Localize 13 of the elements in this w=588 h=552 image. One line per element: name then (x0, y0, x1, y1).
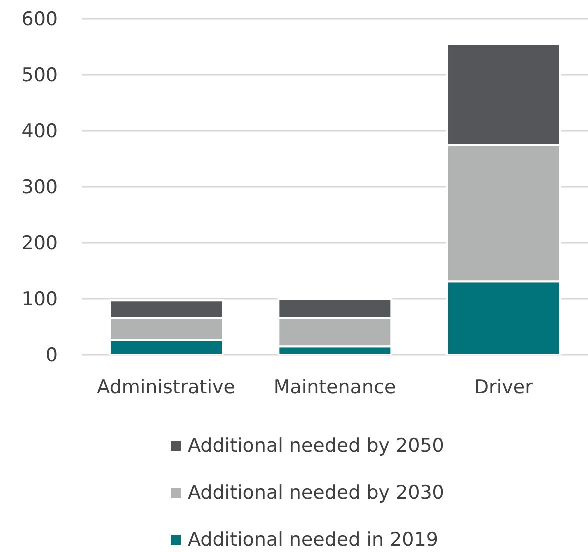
y-tick-label: 500 (22, 64, 58, 87)
y-tick-label: 300 (22, 176, 58, 199)
legend-label: Additional needed by 2050 (188, 435, 444, 457)
y-tick-label: 400 (22, 120, 58, 143)
y-tick-label: 600 (22, 8, 58, 31)
legend-label: Additional needed in 2019 (188, 529, 438, 551)
x-tick-label: Administrative (97, 376, 236, 398)
x-tick-label: Driver (474, 376, 534, 398)
x-tick-label: Maintenance (274, 376, 396, 398)
legend-label: Additional needed by 2030 (188, 482, 444, 504)
y-tick-label: 100 (22, 288, 58, 311)
y-tick-label: 200 (22, 232, 58, 255)
y-tick-label: 0 (46, 344, 58, 367)
